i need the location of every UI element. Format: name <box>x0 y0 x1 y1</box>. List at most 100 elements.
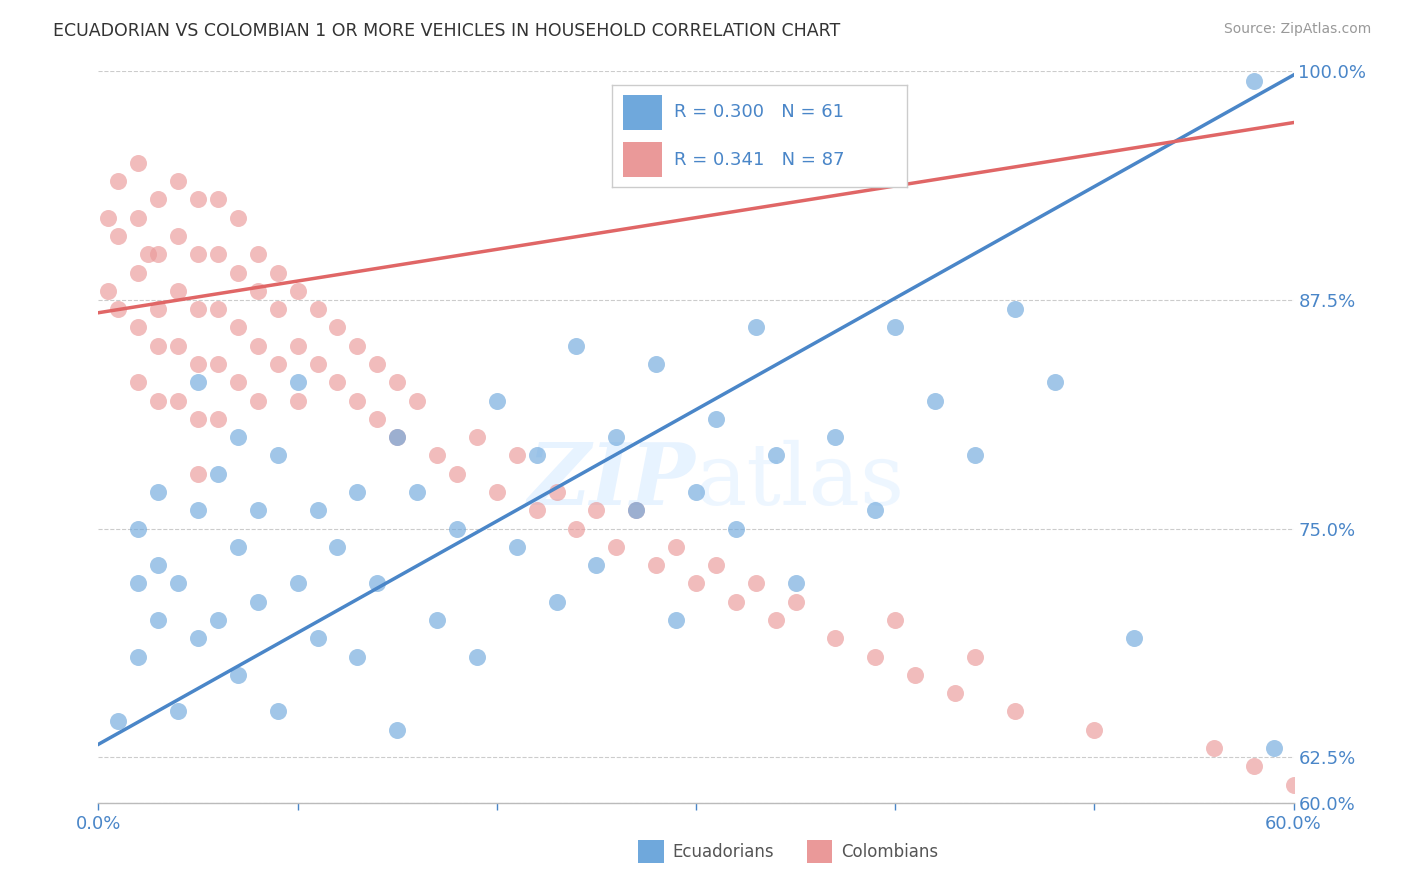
Point <box>187 412 209 426</box>
Point <box>924 393 946 408</box>
Point <box>465 430 488 444</box>
Point <box>287 338 309 352</box>
Point <box>446 467 468 481</box>
Point <box>506 540 529 554</box>
Point <box>307 302 329 317</box>
Point <box>127 522 149 536</box>
Point <box>187 247 209 261</box>
Text: R = 0.300   N = 61: R = 0.300 N = 61 <box>673 103 844 121</box>
Point <box>665 540 688 554</box>
Point <box>1202 741 1225 756</box>
Point <box>207 192 229 206</box>
Point <box>107 302 129 317</box>
Point <box>287 284 309 298</box>
Point <box>824 632 846 646</box>
Point <box>187 632 209 646</box>
Point <box>526 503 548 517</box>
Point <box>307 357 329 371</box>
Point <box>904 667 927 681</box>
Point <box>207 613 229 627</box>
Point <box>246 503 269 517</box>
Point <box>246 338 269 352</box>
Point <box>465 649 488 664</box>
Point <box>148 393 170 408</box>
Point <box>704 558 727 573</box>
Point <box>226 320 249 334</box>
Point <box>963 649 986 664</box>
Point <box>626 503 648 517</box>
Point <box>1083 723 1105 737</box>
Point <box>585 503 607 517</box>
Point <box>785 576 807 591</box>
Text: atlas: atlas <box>696 440 905 523</box>
Point <box>148 613 170 627</box>
Point <box>167 705 190 719</box>
Point <box>346 649 368 664</box>
Point <box>246 595 269 609</box>
Point <box>824 430 846 444</box>
Point <box>207 357 229 371</box>
Text: Colombians: Colombians <box>841 843 938 861</box>
Point <box>943 686 966 700</box>
Point <box>765 613 787 627</box>
Point <box>107 228 129 243</box>
Point <box>1243 73 1265 87</box>
Point <box>127 266 149 280</box>
Point <box>865 503 887 517</box>
Point <box>724 522 747 536</box>
Point <box>565 338 588 352</box>
Point <box>226 667 249 681</box>
Point <box>207 467 229 481</box>
Point <box>326 376 349 390</box>
Point <box>267 705 290 719</box>
Point <box>226 211 249 225</box>
Point <box>724 595 747 609</box>
Point <box>585 558 607 573</box>
Point <box>167 338 190 352</box>
Point <box>148 338 170 352</box>
Bar <box>623 142 662 177</box>
Point <box>1282 778 1305 792</box>
Point <box>267 357 290 371</box>
Text: R = 0.341   N = 87: R = 0.341 N = 87 <box>673 151 844 169</box>
Point <box>127 649 149 664</box>
Point <box>605 540 627 554</box>
Point <box>167 284 190 298</box>
Point <box>226 266 249 280</box>
Point <box>187 192 209 206</box>
Point <box>426 613 449 627</box>
Point <box>485 485 508 500</box>
Point <box>745 576 768 591</box>
Point <box>148 485 170 500</box>
Point <box>385 430 409 444</box>
Point <box>1004 705 1026 719</box>
Point <box>366 412 388 426</box>
Point <box>685 576 707 591</box>
Point <box>704 412 727 426</box>
Point <box>446 522 468 536</box>
Point <box>366 576 388 591</box>
Point <box>346 393 368 408</box>
Point <box>167 393 190 408</box>
Point <box>167 576 190 591</box>
Point <box>127 576 149 591</box>
Point <box>565 522 588 536</box>
Point <box>246 393 269 408</box>
Point <box>745 320 768 334</box>
Point <box>226 430 249 444</box>
Point <box>97 284 120 298</box>
Point <box>107 174 129 188</box>
Point <box>187 503 209 517</box>
Point <box>385 723 409 737</box>
Point <box>765 448 787 462</box>
Point <box>127 320 149 334</box>
Point <box>136 247 159 261</box>
Point <box>267 448 290 462</box>
Point <box>546 485 568 500</box>
Point <box>307 503 329 517</box>
Point <box>148 558 170 573</box>
Point <box>645 357 668 371</box>
Point <box>226 376 249 390</box>
Point <box>385 376 409 390</box>
Point <box>865 649 887 664</box>
